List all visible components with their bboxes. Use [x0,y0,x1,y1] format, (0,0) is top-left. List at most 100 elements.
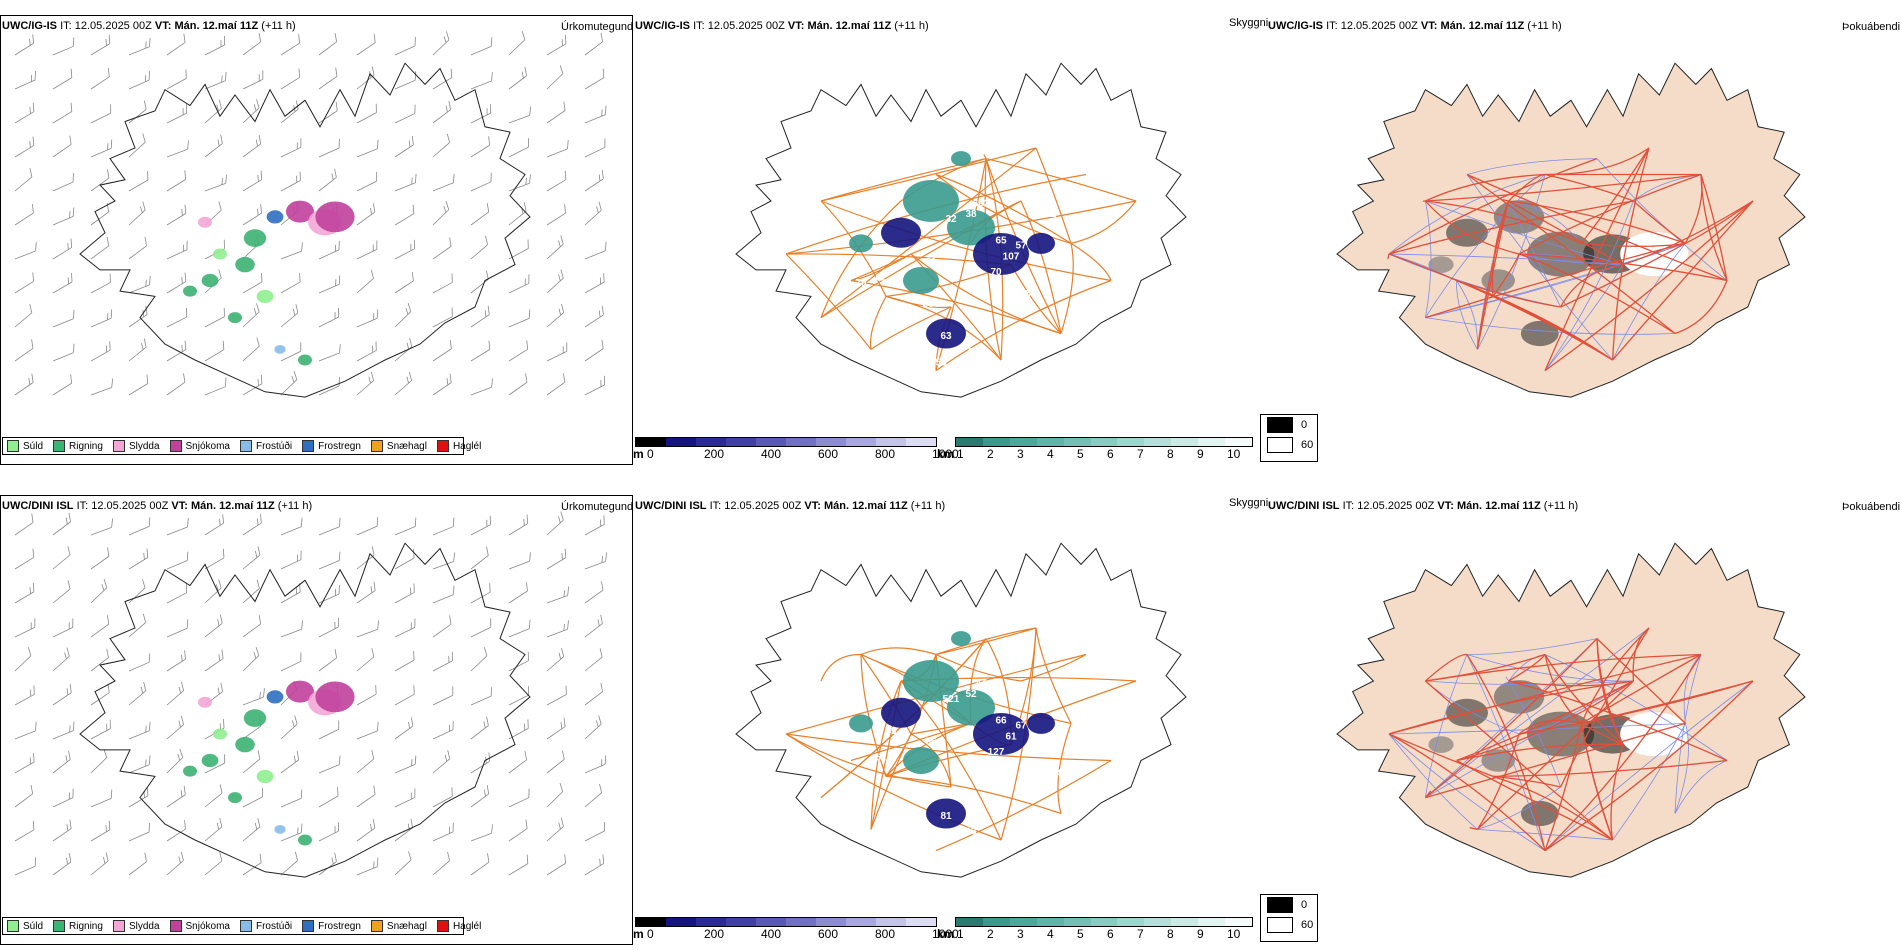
wind-barb [14,513,34,536]
wind-barb [356,172,378,192]
wind-barb [470,104,492,124]
wind-barb [432,517,455,536]
it-value: 12.05.2025 00Z [1340,20,1418,32]
wind-barb [508,619,531,638]
wind-barb [546,511,564,536]
ramp-cell [982,918,1010,926]
wind-barb [432,615,452,638]
ceiling-colorbar: m 0 200 400 600 800 1000 [633,437,959,467]
precip-frame [0,15,633,465]
wind-barb [546,170,567,192]
wind-barb [470,853,490,876]
ceiling-tick: 800 [875,927,896,941]
wind-barb [242,70,264,90]
wind-barb [584,169,604,192]
wind-barb [356,517,378,536]
ceiling-label: 53 [930,373,942,384]
legend-label: Snjókoma [185,440,230,452]
road [1505,676,1509,682]
road [1560,242,1686,308]
ceiling-label: 52 [965,689,977,700]
wind-barb [242,374,263,396]
wind-barb [52,647,70,672]
ramp-cell [1144,438,1172,446]
wind-barb [128,852,147,876]
wind-barb [394,239,415,260]
road [1388,653,1702,735]
road [1425,200,1624,265]
wind-barb [128,653,151,672]
ceiling-tick: 1000 [932,927,959,941]
ramp-cell [1171,918,1199,926]
precip-patch [213,248,227,260]
wind-barb [546,586,570,604]
road [1070,242,1112,281]
wind-barb [394,583,415,604]
ramp-cell [756,918,786,926]
wind-barb [584,648,603,672]
wind-barb [546,34,567,56]
wind-barb [318,551,341,570]
wind-barb [128,338,147,362]
road [1508,200,1686,245]
wind-barb [14,373,34,396]
vis-patch [947,689,995,726]
legend-item: Rigning [53,920,103,932]
vis-ramp [955,437,1253,447]
wind-barb [584,682,603,706]
wind-barb [14,339,34,362]
road [1456,279,1561,308]
road [1060,243,1074,334]
wind-barb [508,750,527,774]
wind-barb [128,133,146,158]
wind-barb [318,308,340,328]
wind-barb [394,337,413,362]
road [935,759,1112,852]
legend-item: Rigning [53,440,103,452]
precip-patch [274,825,286,834]
wind-barb [52,309,75,328]
precip-patches [183,200,355,366]
vt-label: VT: [171,500,188,512]
ramp-cell [1063,918,1091,926]
ramp-cell [876,918,906,926]
road [870,733,912,830]
wind-barb [128,100,147,124]
iceland-outline [79,62,531,398]
road [1544,147,1650,371]
vis-patch [926,318,966,349]
wind-barb [166,69,187,90]
wind-barb [394,618,416,638]
road [935,627,1037,656]
ramp-cell [1090,918,1118,926]
it-label: IT: [60,20,72,32]
vis-tick: 1 [957,927,964,941]
wind-barb [546,685,567,706]
road [1544,200,1754,372]
road [1456,280,1479,350]
ramp-cell [846,438,876,446]
wind-barb [356,33,376,56]
wind-barb [242,204,262,226]
ramp-cell [956,918,983,926]
wind-barb [242,647,260,672]
ceiling-label: 56 [925,737,937,748]
road [820,200,902,318]
ceiling-label: 52 [875,753,887,764]
wind-barb [470,546,489,570]
iceland-outline [79,542,531,878]
wind-barb [508,582,528,604]
vis-patch [947,209,995,246]
ceiling-label: 127 [988,747,1005,758]
legend-label: Frostregn [318,440,361,452]
wind-barb [204,377,227,396]
wind-barb [584,515,605,536]
vis-tick: 7 [1137,447,1144,461]
wind-barb [318,275,341,294]
wind-barb [52,853,72,876]
wind-barb [394,517,417,536]
road [785,733,1112,762]
vis-map: 34 32 38 47 62 61 107 65 57 70 84 63 72 55 53 62 602 117 1… [735,62,1187,398]
wind-barb [280,550,302,570]
wind-barb [242,135,262,158]
